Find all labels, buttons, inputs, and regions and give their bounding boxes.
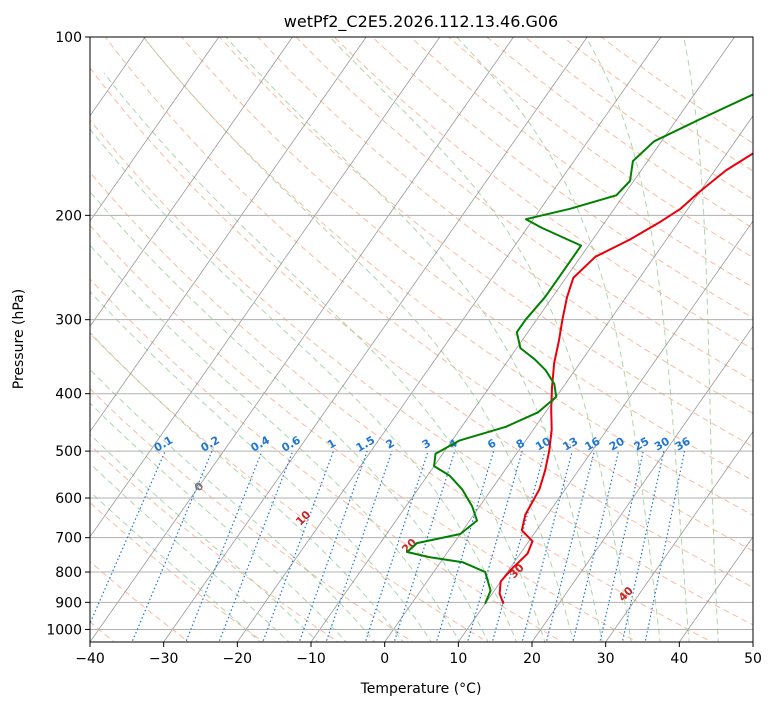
y-tick-label: 200 [55, 208, 82, 224]
isotherm-line [752, 641, 753, 642]
x-tick-label: 50 [744, 651, 762, 667]
isotherm-line [90, 37, 441, 538]
x-tick-label: 40 [670, 651, 688, 667]
y-tick-label: 900 [55, 595, 82, 611]
isotherm-line [458, 220, 753, 642]
dry-adiabat-label: 40 [616, 584, 636, 604]
mixing-ratio-line [218, 450, 294, 642]
dry-adiabat-line [219, 37, 753, 448]
dry-adiabat-line [333, 37, 753, 350]
isotherm-line [310, 37, 735, 642]
y-tick-label: 500 [55, 444, 82, 460]
isotherm-line [90, 37, 514, 642]
y-tick-label: 1000 [46, 622, 82, 638]
dry-adiabat-line [104, 37, 753, 552]
isotherm-line [605, 430, 753, 642]
moist-adiabat-line [585, 37, 690, 642]
isotherm-line [384, 115, 753, 642]
isotherm-line [90, 37, 293, 327]
moist-adiabat-line [90, 433, 319, 642]
mixing-ratio-line [545, 450, 595, 642]
dry-adiabat-line [180, 37, 753, 482]
isotherm-line [90, 37, 220, 222]
y-tick-label: 400 [55, 387, 82, 403]
dewpoint-profile-line [406, 93, 753, 605]
isotherm-line [237, 37, 662, 642]
temperature-profile-line [498, 152, 753, 605]
mixing-ratio-line [599, 450, 644, 642]
mixing-ratio-line [185, 450, 263, 642]
axis-ticks: −40 −30 −20 −10 0 10 20 30 40 50 100 200 300 400 500 60… [46, 30, 762, 667]
x-tick-label: 30 [597, 651, 615, 667]
dry-adiabat-line [257, 37, 753, 414]
isotherm-line [90, 37, 367, 433]
dry-adiabat-line [409, 37, 753, 289]
mixing-ratio-line [572, 450, 620, 642]
x-tick-label: −10 [296, 651, 326, 667]
plot-frame [89, 36, 754, 643]
x-tick-label: −40 [75, 651, 105, 667]
y-axis-label: Pressure (hPa) [11, 289, 27, 389]
dry-adiabat-line [562, 37, 753, 172]
moist-adiabat-line [90, 490, 261, 642]
x-tick-label: 20 [523, 651, 541, 667]
mixing-ratio-line [621, 450, 665, 642]
mixing-ratio-line [393, 450, 456, 642]
dry-adiabat-line [142, 37, 753, 516]
chart-title: wetPf2_C2E5.2026.112.13.46.G06 [284, 12, 558, 32]
y-tick-label: 800 [55, 565, 82, 581]
y-tick-label: 600 [55, 491, 82, 507]
dry-adiabat-line [90, 119, 753, 626]
x-tick-label: 10 [449, 651, 467, 667]
mixing-ratio-line [466, 450, 523, 642]
background-lines: 0.10.20.40.611.52346810131620253036-100-… [61, 37, 753, 642]
isotherm-line [163, 37, 588, 642]
moist-adiabat-line [90, 402, 347, 642]
moist-adiabat-line [90, 244, 461, 642]
moist-adiabat-line [143, 37, 575, 642]
moist-adiabat-line [90, 290, 432, 642]
x-tick-label: −20 [223, 651, 253, 667]
mixing-ratio-line [262, 450, 335, 642]
dry-adiabat-line [90, 332, 489, 642]
dry-adiabat-line [90, 444, 340, 642]
mixing-ratio-line [90, 450, 166, 625]
moist-adiabat-line [90, 128, 517, 642]
mixing-ratio-line [364, 450, 429, 642]
isotherm-line [531, 325, 753, 642]
x-tick-label: 0 [380, 651, 389, 667]
y-tick-label: 100 [55, 30, 82, 46]
series-layer [406, 93, 753, 605]
mixing-ratio-line [521, 450, 573, 642]
moist-adiabat-line [90, 331, 404, 642]
moist-adiabat-line [90, 190, 489, 642]
isotherm-line [679, 536, 753, 642]
moist-adiabat-line [103, 72, 546, 642]
mixing-ratio-line [435, 450, 495, 642]
x-tick-label: −30 [149, 651, 179, 667]
mixing-ratio-line [325, 450, 393, 642]
dry-adiabat-label: -10 [61, 416, 84, 439]
mixing-ratio-label: 2 [384, 437, 397, 452]
moist-adiabat-line [90, 463, 290, 642]
mixing-ratio-label: 3 [420, 437, 433, 452]
mixing-ratio-label: 6 [485, 436, 498, 451]
mixing-ratio-line [131, 450, 213, 642]
dry-adiabat-line [90, 67, 753, 588]
y-tick-label: 700 [55, 531, 82, 547]
moist-adiabat-line [683, 37, 719, 642]
y-tick-label: 300 [55, 313, 82, 329]
dry-adiabat-line [90, 278, 564, 642]
mixing-ratio-line [644, 450, 686, 642]
dry-adiabat-line [90, 502, 265, 642]
dry-adiabat-line [90, 224, 639, 642]
x-axis-label: Temperature (°C) [360, 681, 482, 697]
dry-adiabat-line [295, 37, 753, 382]
mixing-ratio-line [491, 450, 546, 642]
